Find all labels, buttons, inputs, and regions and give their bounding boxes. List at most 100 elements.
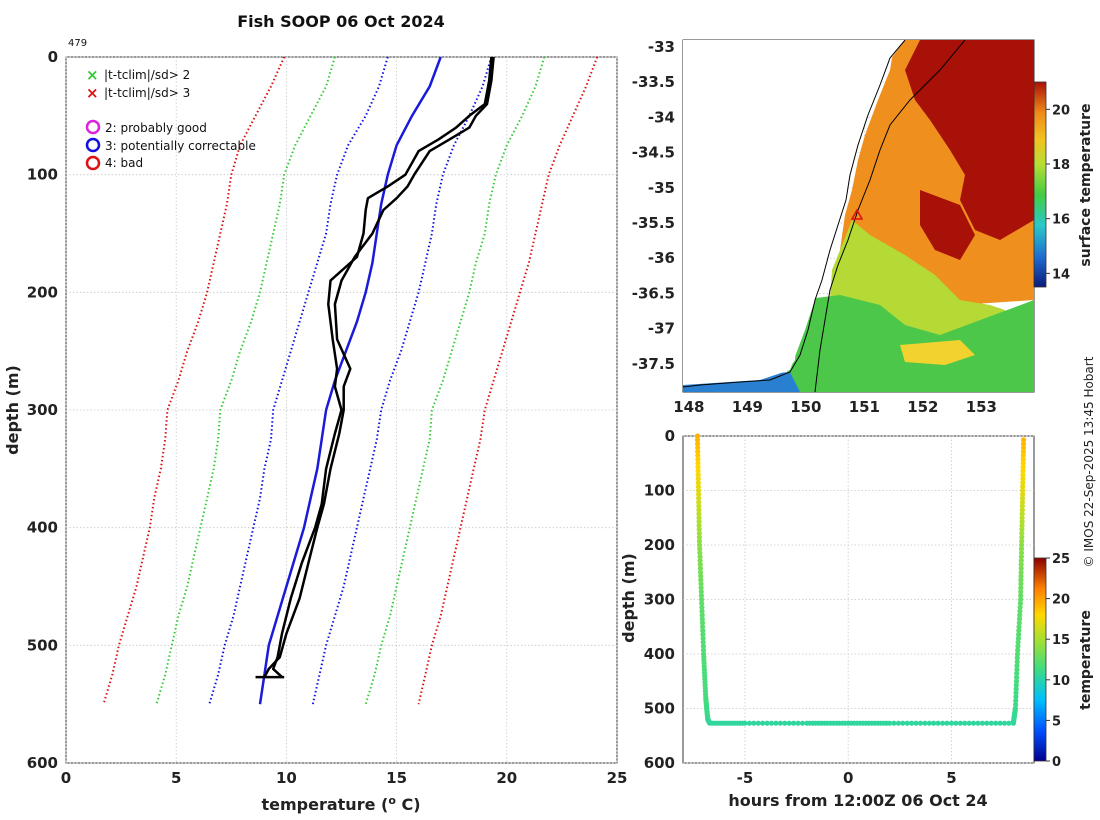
depth-time-point — [751, 720, 757, 726]
map-ytick-label: -36.5 — [632, 284, 675, 302]
depth-time-ytick-label: 200 — [644, 536, 675, 554]
depth-time-grid — [683, 435, 1034, 764]
depth-time-point — [695, 445, 701, 451]
depth-time-point — [904, 720, 910, 726]
depth-time-point — [700, 643, 707, 649]
depth-time-point — [962, 720, 968, 726]
depth-time-point — [696, 495, 702, 501]
profile-id: 479 — [68, 38, 87, 49]
depth-time-point — [698, 581, 704, 587]
depth-time-point — [1014, 670, 1020, 677]
depth-time-point — [1013, 690, 1019, 696]
map-xtick-label: 152 — [907, 398, 938, 416]
depth-time-point — [1020, 449, 1026, 455]
depth-time-ylabel: depth (m) — [619, 553, 638, 643]
profile-xticks: 0 5 10 15 20 25 — [61, 769, 628, 787]
map-panel: 148 149 150 151 152 153 -33-33.5-34-34.5-35-3… — [632, 38, 1094, 416]
depth-time-point — [1018, 589, 1024, 595]
depth-time-xtick-label: 5 — [946, 769, 956, 787]
depth-time-point — [1020, 460, 1026, 466]
depth-time-point — [1018, 596, 1024, 603]
depth-time-point — [700, 628, 706, 634]
profile-xtick-label: 15 — [386, 769, 407, 787]
depth-time-point — [922, 720, 928, 726]
sst-colorbar-ticks: 14 16 18 20 — [1046, 103, 1070, 282]
depth-time-point — [1016, 624, 1022, 630]
depth-time-point — [970, 720, 977, 726]
depth-time-point — [1019, 542, 1025, 548]
red-cross-icon: × — [86, 84, 99, 102]
depth-time-point — [1018, 573, 1024, 579]
blue-circle-icon — [85, 137, 101, 153]
depth-time-point — [695, 449, 701, 455]
profile-xtick-label: 5 — [171, 769, 181, 787]
depth-time-point — [1020, 441, 1027, 447]
depth-time-point — [700, 639, 706, 645]
map-yticks: -33 -33.5 -34 -34.5 -35 -35.5 -36 -36.5 -37 -37.5 — [632, 38, 675, 373]
magenta-circle-icon — [85, 119, 101, 135]
depth-time-point — [917, 720, 924, 726]
cool-water-region — [683, 295, 1034, 392]
temperature-colorbar-ticks: 0 5 10 15 20 25 — [1046, 552, 1070, 770]
depth-time-points — [694, 433, 1027, 726]
depth-time-point — [1019, 534, 1025, 540]
profile-ytick-label: 0 — [48, 48, 58, 66]
sst-colorbar-tick-label: 14 — [1052, 267, 1070, 282]
legend-flag-sd2: |t-tclim|/sd> 2 — [104, 68, 190, 82]
map-xtick-label: 151 — [849, 398, 880, 416]
depth-time-xticks: -5 0 5 — [737, 769, 957, 787]
depth-time-point — [1001, 720, 1008, 726]
depth-time-point — [1014, 651, 1021, 657]
legend: × |t-tclim|/sd> 2 × |t-tclim|/sd> 3 2: p… — [85, 66, 256, 171]
profile-panel: 0 5 10 15 20 25 0 100 200 300 400 500 600 temperatu… — [3, 48, 627, 814]
depth-time-point — [1018, 593, 1024, 599]
sst-colorbar-tick-label: 16 — [1052, 213, 1070, 228]
depth-time-point — [1015, 635, 1022, 642]
depth-time-point — [700, 647, 707, 653]
depth-time-point — [695, 452, 701, 459]
depth-time-point — [997, 720, 1003, 726]
depth-time-point — [944, 720, 950, 726]
isobath-line — [814, 40, 966, 392]
depth-time-point — [975, 720, 981, 726]
depth-time-point — [957, 720, 963, 726]
depth-time-point — [696, 538, 703, 544]
depth-time-point — [1020, 480, 1026, 486]
depth-time-point — [1015, 643, 1021, 649]
depth-time-point — [695, 456, 701, 462]
temperature-colorbar-tick-label: 20 — [1052, 593, 1070, 608]
depth-time-point — [699, 600, 705, 607]
depth-time-point — [799, 720, 806, 726]
depth-time-point — [697, 546, 703, 552]
profile-ytick-label: 400 — [27, 519, 58, 537]
land-mask — [683, 40, 905, 385]
depth-time-point — [1019, 515, 1025, 521]
temperature-colorbar — [1033, 557, 1047, 762]
depth-time-point — [1020, 484, 1026, 490]
depth-time-point — [695, 480, 701, 486]
depth-time-point — [1020, 445, 1027, 451]
eddy-core-region — [920, 190, 975, 260]
map-ytick-label: -34.5 — [632, 144, 675, 162]
depth-time-point — [1016, 620, 1022, 626]
map-xtick-label: 148 — [673, 398, 704, 416]
depth-time-point — [791, 720, 797, 726]
depth-time-point — [695, 460, 701, 466]
map-ytick-label: -36 — [648, 249, 675, 267]
depth-time-point — [695, 441, 701, 447]
map-ytick-label: -33.5 — [632, 73, 675, 91]
depth-time-ytick-label: 300 — [644, 591, 675, 609]
depth-time-point — [1013, 686, 1019, 692]
depth-time-point — [694, 433, 701, 439]
depth-time-point — [1019, 522, 1025, 529]
depth-time-point — [700, 635, 706, 642]
xbt-location-marker-icon — [850, 208, 864, 220]
depth-time-point — [695, 487, 702, 494]
depth-time-point — [696, 519, 702, 525]
profile-xlabel: temperature (o C) — [261, 794, 420, 814]
depth-time-point — [1020, 472, 1026, 478]
depth-time-point — [979, 720, 986, 726]
legend-qc4: 4: bad — [105, 156, 143, 170]
depth-time-point — [795, 720, 801, 726]
depth-time-point — [695, 472, 701, 478]
